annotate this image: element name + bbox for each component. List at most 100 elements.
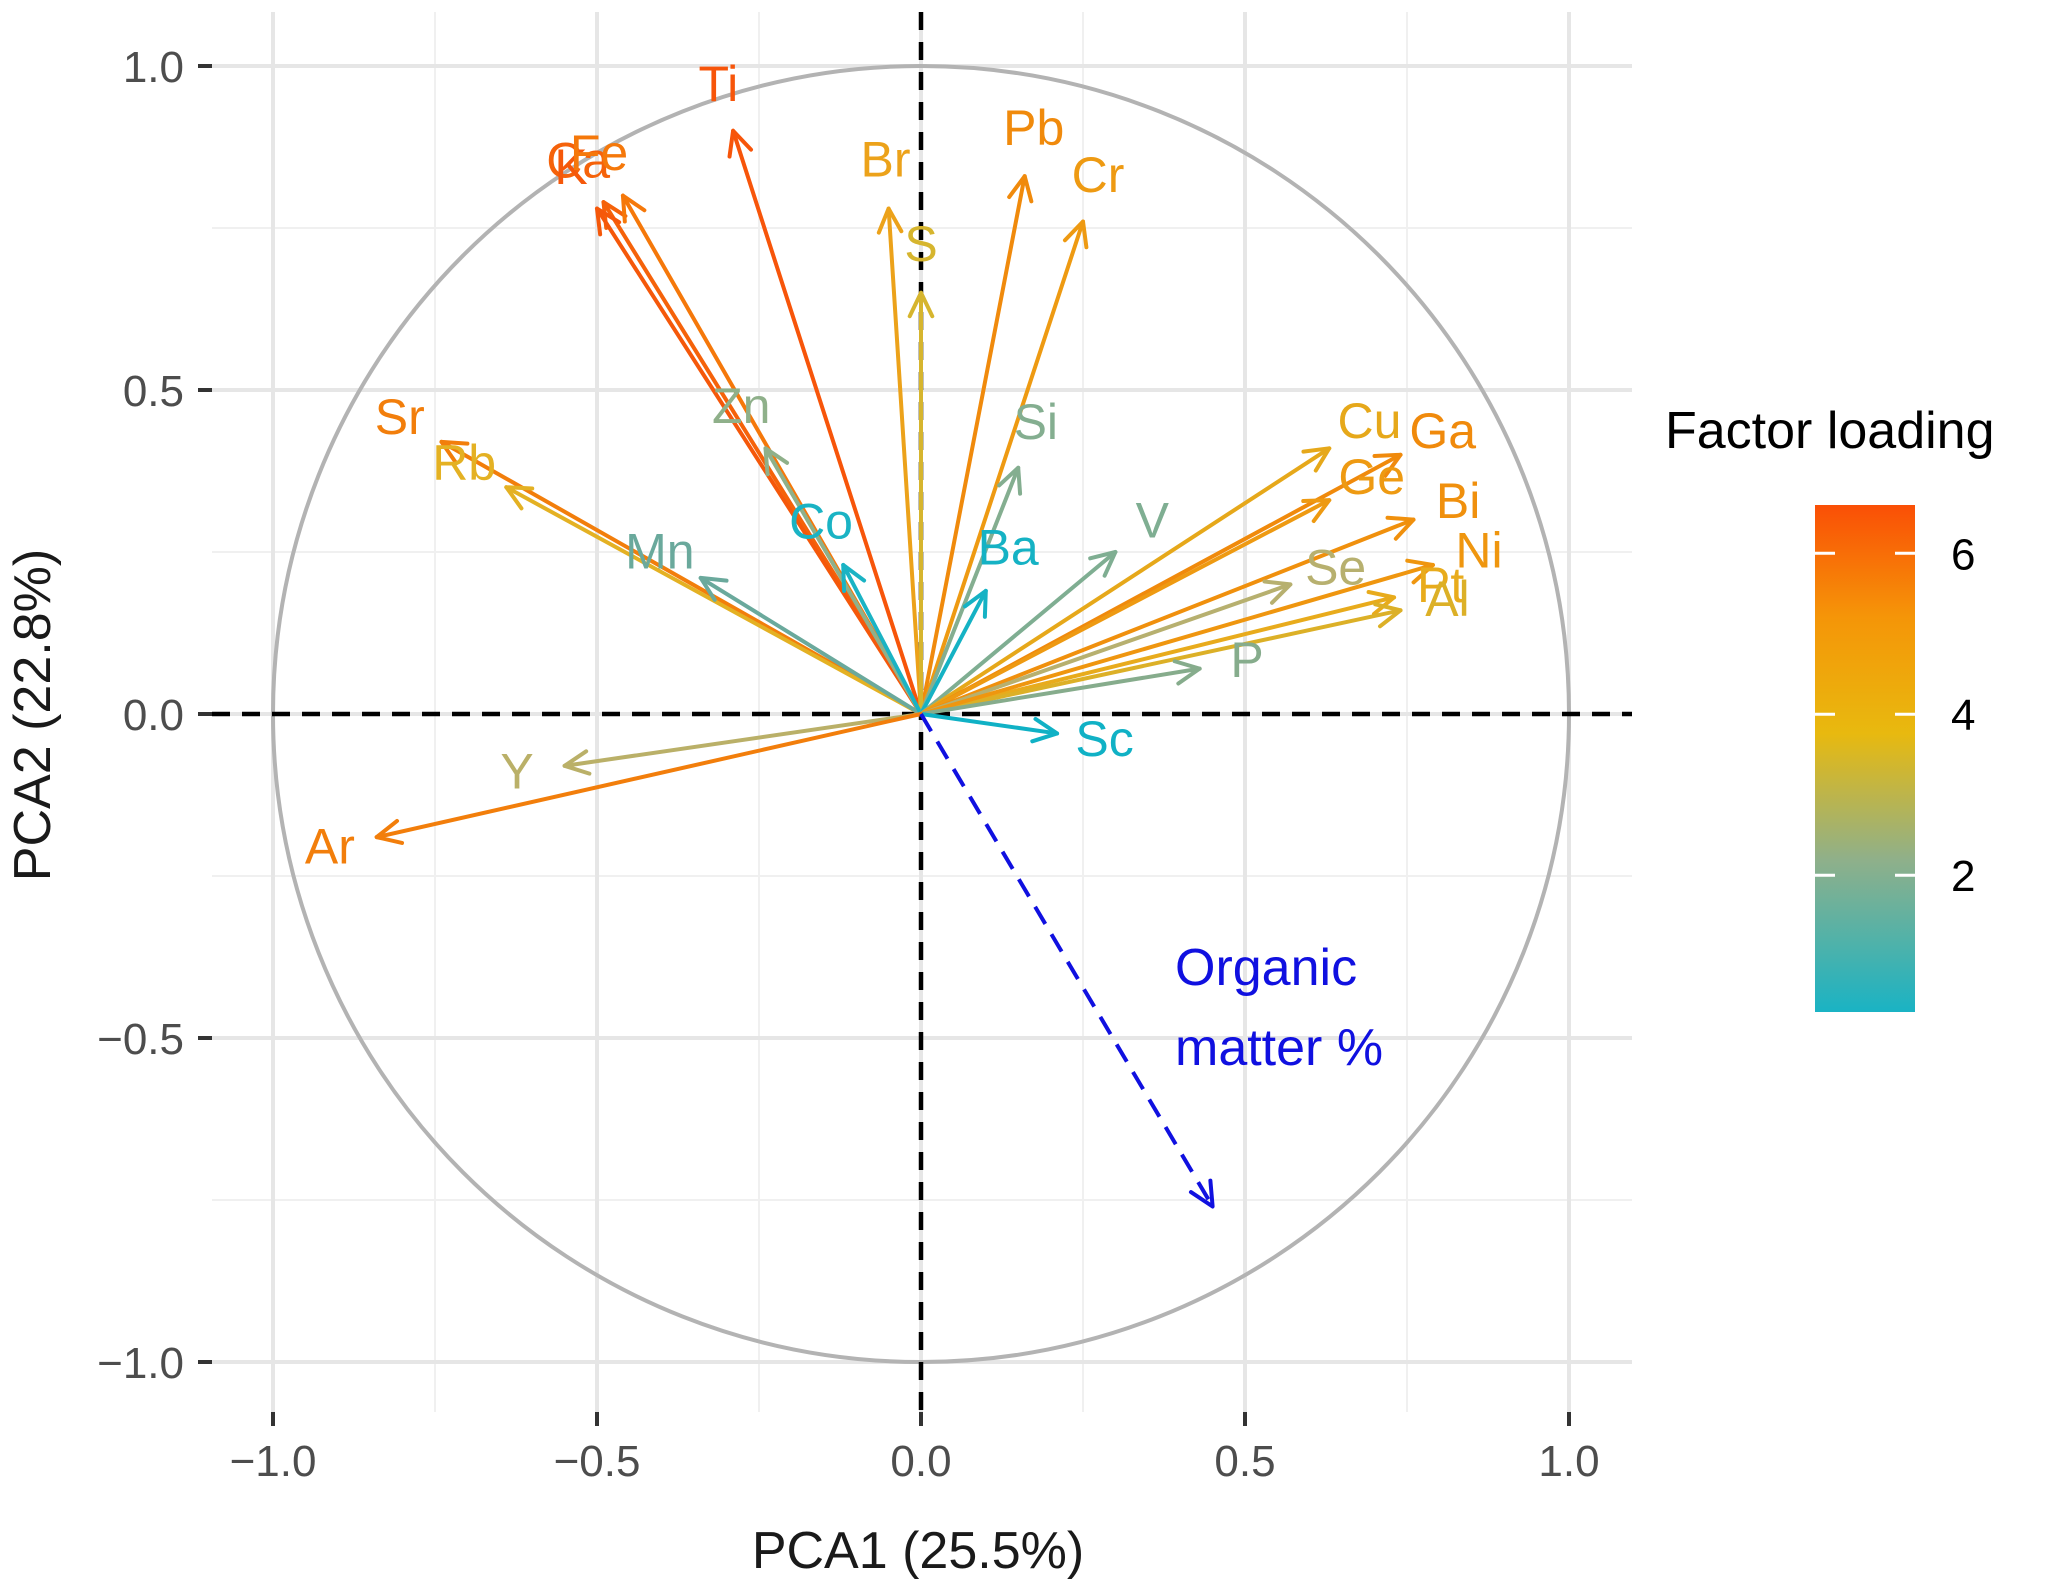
legend-colorbar	[1815, 505, 1915, 1012]
variable-label-pb: Pb	[1003, 100, 1064, 156]
legend-tick-label: 2	[1951, 852, 1975, 901]
color-legend: Factor loading 2 4 6	[1665, 402, 1995, 1012]
x-tick-label: 0.0	[890, 1437, 951, 1486]
arrow-shaft	[919, 608, 1403, 716]
variable-label-ti: Ti	[698, 56, 738, 112]
variable-label-ar: Ar	[305, 819, 355, 875]
arrow-shaft	[919, 446, 1332, 716]
variable-label-si: Si	[1014, 394, 1058, 450]
y-axis-label: PCA2 (22.8%)	[4, 549, 62, 881]
loading-vector-ti	[727, 128, 923, 716]
variable-label-sr: Sr	[375, 389, 425, 445]
arrow-head	[620, 193, 647, 224]
loading-vector-mn	[698, 575, 923, 716]
arrow-head	[504, 485, 535, 511]
arrow-head	[374, 818, 405, 845]
arrow-shaft	[919, 219, 1085, 716]
loading-vector-ba	[919, 588, 988, 716]
loading-vector-sc	[919, 712, 1060, 744]
x-tick-label: −1.0	[230, 1437, 317, 1486]
loading-vector-al	[919, 602, 1403, 716]
arrow-shaft	[562, 712, 923, 768]
arrow-head	[1301, 446, 1332, 473]
loading-vector-ge	[919, 498, 1332, 716]
arrow-shaft	[731, 128, 923, 716]
arrow-head	[595, 206, 622, 237]
variable-label-fe: Fe	[570, 125, 628, 181]
y-tick-label: 0.5	[123, 367, 184, 416]
loading-vector-k	[595, 206, 923, 716]
arrow-head	[562, 749, 592, 776]
legend-tick-label: 4	[1951, 691, 1975, 740]
arrow-shaft	[919, 562, 1435, 716]
arrow-shaft	[886, 206, 923, 716]
arrow-shaft	[919, 550, 1118, 716]
loading-vector-ni	[919, 558, 1435, 716]
arrow-shaft	[841, 562, 923, 716]
legend-title: Factor loading	[1665, 402, 1995, 460]
arrow-head	[1373, 602, 1403, 629]
supplementary-arrow-shaft	[919, 712, 1215, 1208]
arrow-head	[876, 206, 904, 235]
arrow-head	[763, 446, 790, 477]
arrow-head	[1030, 716, 1060, 744]
loading-vector-ar	[374, 712, 923, 845]
arrow-head	[962, 588, 988, 619]
variable-label-bi: Bi	[1436, 473, 1480, 529]
variable-label-al: Al	[1425, 571, 1469, 627]
loading-vector-y	[562, 712, 923, 776]
arrow-shaft	[919, 712, 1060, 736]
loading-vector-s	[907, 290, 935, 716]
variable-label-v: V	[1136, 492, 1170, 548]
variable-label-pt: Pt	[1417, 557, 1464, 613]
arrow-head	[1262, 579, 1293, 605]
arrow-head	[997, 465, 1023, 496]
arrow-head	[698, 575, 729, 602]
variable-label-ga: Ga	[1409, 403, 1476, 459]
loading-vector-br	[876, 206, 923, 716]
variable-label-y: Y	[500, 744, 533, 800]
loading-vector-cu	[919, 446, 1332, 716]
arrow-head	[727, 128, 754, 159]
arrow-shaft	[919, 595, 1397, 716]
arrow-head	[1405, 558, 1435, 585]
arrow-shaft	[919, 174, 1027, 716]
variable-label-cu: Cu	[1338, 393, 1402, 449]
loading-vector-cr	[919, 219, 1089, 716]
variable-label-mn: Mn	[625, 524, 694, 580]
arrow-head	[1372, 452, 1403, 478]
loading-vector-pt	[919, 590, 1397, 716]
supplementary-variable: Organic matter %	[919, 712, 1383, 1209]
y-tick-label: 0.0	[123, 691, 184, 740]
variable-label-sc: Sc	[1075, 711, 1133, 767]
arrow-shaft	[919, 588, 988, 716]
loading-vector-co	[841, 562, 923, 716]
supplementary-arrow-head	[1188, 1178, 1215, 1209]
x-tick-label: −0.5	[554, 1437, 641, 1486]
variable-label-co: Co	[789, 493, 853, 549]
arrow-shaft	[919, 666, 1202, 716]
arrow-shaft	[919, 498, 1332, 716]
variable-label-p: P	[1230, 632, 1263, 688]
arrow-head	[1062, 219, 1089, 250]
y-tick-label: −0.5	[97, 1015, 184, 1064]
arrow-head	[439, 439, 470, 466]
legend-ticks: 2 4 6	[1815, 530, 1975, 901]
loading-vector-p	[919, 659, 1202, 716]
arrow-head	[1385, 515, 1416, 541]
y-tick-label: 1.0	[123, 43, 184, 92]
supplementary-label-line: Organic	[1175, 939, 1357, 997]
variable-label-ca: Ca	[546, 132, 610, 188]
arrow-head	[1366, 590, 1397, 616]
variable-label-se: Se	[1305, 540, 1366, 596]
arrow-shaft	[919, 582, 1293, 716]
arrow-head	[1172, 659, 1202, 686]
arrow-head	[841, 562, 867, 593]
x-axis-label: PCA1 (25.5%)	[752, 1522, 1084, 1580]
variable-label-s: S	[904, 216, 937, 272]
loading-vector-si	[919, 465, 1023, 716]
arrow-shaft	[919, 517, 1416, 716]
axes: −1.0 −0.5 0.0 0.5 1.0 −1.0 −0.5 0.0 0.5 1.0	[97, 43, 1599, 1486]
